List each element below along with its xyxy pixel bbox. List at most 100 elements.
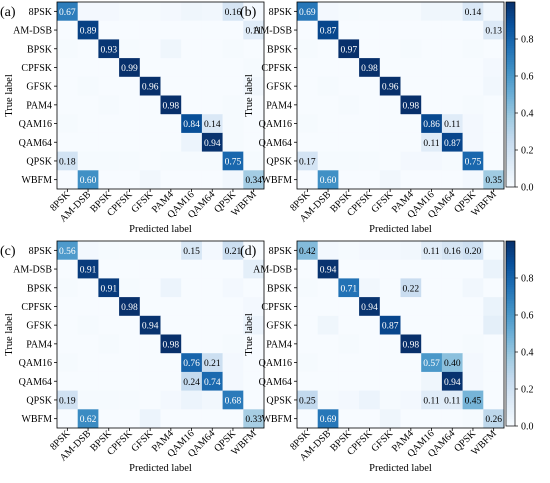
heatmap-cell	[297, 114, 318, 134]
heatmap-cell	[483, 315, 505, 335]
heatmap-cell	[483, 39, 505, 59]
colorbar-segment	[506, 52, 515, 56]
heatmap-cell	[462, 371, 484, 391]
y-axis-title: True label	[244, 313, 255, 356]
cell-value-label: 0.11	[444, 396, 461, 406]
y-tick-label: PAM4	[266, 100, 292, 111]
colorbar-segment	[506, 252, 515, 256]
y-tick-label: 8PSK	[29, 246, 53, 257]
heatmap-cell	[243, 390, 265, 410]
colorbar-segment	[506, 261, 515, 265]
heatmap-cell	[359, 151, 381, 171]
heatmap-cell	[181, 241, 203, 260]
heatmap-cell	[119, 2, 141, 21]
heatmap-cell	[359, 409, 381, 429]
y-tick-label: CPFSK	[21, 302, 52, 313]
colorbar-segment	[506, 82, 515, 86]
heatmap-cell	[483, 259, 505, 279]
heatmap-cell	[317, 39, 339, 59]
colorbar-segment	[506, 168, 515, 172]
heatmap-cell	[338, 278, 360, 298]
colorbar-segment	[506, 133, 515, 137]
heatmap-cell	[462, 334, 484, 354]
heatmap-cell	[77, 353, 99, 373]
cell-value-label: 0.98	[121, 303, 138, 313]
colorbar-segment	[506, 115, 515, 119]
heatmap-cell	[359, 390, 381, 410]
heatmap-cell	[119, 132, 141, 152]
heatmap-cell	[441, 39, 463, 59]
heatmap-cell	[297, 278, 318, 298]
colorbar-tick-label: 0.2	[521, 146, 534, 157]
heatmap-cell	[400, 409, 422, 429]
heatmap-cell	[462, 390, 484, 410]
colorbar-segment	[506, 409, 515, 413]
y-tick-label: QPSK	[266, 156, 292, 167]
colorbar-segment	[506, 301, 515, 304]
heatmap-cell	[119, 241, 141, 260]
heatmap-cell	[317, 170, 339, 190]
colorbar-segment	[506, 372, 515, 376]
colorbar-segment	[506, 25, 515, 28]
colorbar-segment	[506, 92, 515, 95]
heatmap-cell	[181, 371, 203, 391]
colorbar-segment	[506, 264, 515, 267]
heatmap-cell	[222, 58, 244, 78]
colorbar-segment	[506, 106, 515, 109]
heatmap-cell	[201, 297, 223, 317]
heatmap-cell	[421, 390, 443, 410]
colorbar-segment	[506, 315, 515, 318]
heatmap-cell	[317, 151, 339, 171]
heatmap-cell	[201, 353, 223, 373]
cell-value-label: 0.69	[299, 8, 316, 18]
heatmap-cell	[462, 241, 484, 260]
heatmap-cell	[222, 371, 244, 391]
heatmap-cell	[181, 278, 203, 298]
colorbar-segment	[506, 294, 515, 297]
colorbar-segment	[506, 110, 515, 114]
heatmap-cell	[201, 315, 223, 335]
cell-value-label: 0.98	[163, 101, 180, 111]
heatmap-cell	[441, 371, 463, 391]
heatmap-cell	[359, 170, 381, 190]
colorbar-frame	[505, 240, 516, 427]
colorbar-segment	[506, 87, 515, 91]
heatmap-cell	[77, 20, 99, 40]
heatmap-cell	[441, 278, 463, 298]
cell-value-label: 0.93	[100, 45, 117, 55]
colorbar-segment	[506, 259, 515, 263]
heatmap-cell	[243, 95, 265, 115]
colorbar-segment	[506, 363, 515, 367]
heatmap-cell	[57, 20, 78, 40]
heatmap-cell	[98, 241, 120, 260]
heatmap-cell	[222, 114, 244, 134]
y-tick-label: AM-DSB	[253, 26, 292, 37]
colorbar-segment	[506, 36, 515, 40]
heatmap-cell	[421, 297, 443, 317]
heatmap-cell	[201, 334, 223, 354]
heatmap-cell	[201, 151, 223, 171]
heatmap-cell	[201, 132, 223, 152]
heatmap-cell	[139, 58, 161, 78]
y-tick-label: 8PSK	[29, 7, 53, 18]
heatmap-cell	[400, 76, 422, 96]
heatmap-cell	[421, 315, 443, 335]
cell-value-label: 0.94	[444, 378, 461, 388]
y-tick-label: QAM64	[259, 377, 292, 388]
colorbar-segment	[506, 6, 515, 10]
y-tick-label: QAM16	[259, 358, 292, 369]
heatmap-cell	[57, 259, 78, 279]
x-axis-title: Predicted label	[369, 224, 432, 235]
heatmap-cell	[338, 2, 360, 21]
cell-value-label: 0.13	[485, 27, 502, 37]
heatmap-cell	[160, 170, 182, 190]
y-tick-label: PAM4	[26, 100, 52, 111]
heatmap-cell	[462, 315, 484, 335]
heatmap-cell	[338, 259, 360, 279]
colorbar-segment	[506, 78, 515, 82]
heatmap-cell	[98, 278, 120, 298]
colorbar-segment	[506, 245, 515, 249]
heatmap-cell	[483, 151, 505, 171]
heatmap-cell	[421, 241, 443, 260]
cell-value-label: 0.98	[403, 340, 420, 350]
